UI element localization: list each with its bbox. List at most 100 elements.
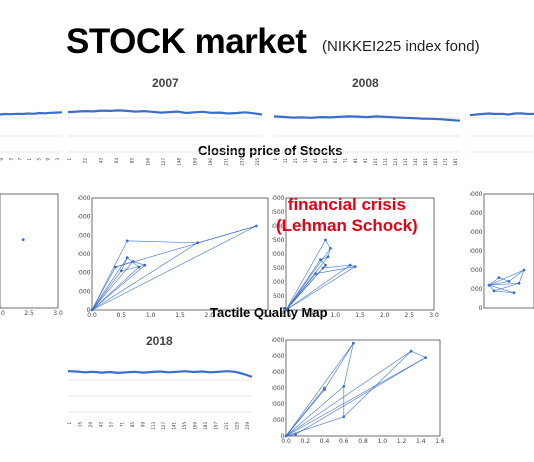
page-title: STOCK market (66, 22, 307, 61)
x-tick-label: 57 (109, 422, 114, 428)
tactile-link-line (410, 350, 426, 358)
tactile-link-line (285, 264, 351, 311)
tactile-chart-2008: 0.0 0.5 1.0 1.5 2.0 2.5 3.0 0 500 1000 1500 2000 250… (272, 195, 439, 319)
tactile-point (512, 291, 516, 295)
x-tick-label: 2.5 (234, 312, 244, 319)
y-tick-label: 0 (87, 307, 91, 314)
crisis-line-1: financial crisis (287, 195, 406, 214)
x-tick-label: 232 (239, 158, 244, 166)
x-tick-label: 71 (343, 158, 348, 164)
tactile-link-line (343, 343, 354, 387)
x-tick-label: 81 (353, 158, 358, 164)
y-tick-label: 4000 (272, 369, 285, 376)
tactile-point (353, 265, 357, 268)
tactile-link-line (285, 357, 426, 437)
tactile-link-line (322, 264, 351, 269)
tactile-link-line (91, 261, 134, 311)
y-tick-label: 2000 (272, 401, 285, 408)
x-tick-label: 7 (18, 158, 23, 161)
crisis-annotation: financial crisis (Lehman Schock) (276, 194, 418, 236)
price-series-line (0, 111, 62, 116)
x-tick-label: 181 (453, 158, 458, 166)
year-label-2008: 2008 (352, 76, 379, 90)
y-tick-label: 3000 (78, 251, 91, 258)
x-tick-label: 15 (78, 422, 83, 428)
tactile-link-line (315, 266, 356, 274)
tactile-point (522, 268, 526, 272)
tactile-point (324, 263, 327, 267)
y-tick-label: 1000 (272, 279, 285, 286)
y-tick-label: 500 (273, 293, 285, 300)
tactile-link-line (285, 267, 324, 311)
x-tick-label: 101 (373, 158, 378, 166)
x-tick-label: 85 (130, 422, 135, 428)
y-tick-label: 2500 (272, 237, 285, 244)
price-series-line (470, 112, 534, 117)
y-tick-label: 3500 (272, 209, 285, 216)
line-chart-right (470, 112, 534, 153)
line-chart-2007: 1 22 43 64 85 106 127 148 169 190 211 232 235 (67, 109, 263, 166)
y-tick-label: 2000 (272, 251, 285, 258)
tactile-link-line (91, 242, 198, 311)
tactile-link-line (121, 264, 145, 272)
x-tick-label: 183 (203, 422, 208, 430)
x-tick-label: 0.0 (87, 312, 97, 319)
y-tick-label: 1500 (272, 265, 285, 272)
x-tick-label: 91 (363, 158, 368, 164)
x-tick-label: 99 (140, 422, 145, 428)
tactile-link-line (493, 282, 520, 292)
x-tick-label: 61 (333, 158, 338, 164)
tactile-link-line (91, 270, 122, 311)
x-tick-label: 239 (245, 422, 250, 430)
price-series-line (273, 115, 461, 122)
tactile-link-line (91, 264, 146, 311)
x-tick-label: 127 (161, 158, 166, 166)
x-tick-label: 0.0 (281, 438, 291, 445)
x-tick-label: 148 (177, 158, 182, 166)
tactile-point (497, 276, 501, 279)
price-series-line (67, 109, 263, 116)
tactile-point (314, 272, 317, 275)
x-tick-label: 131 (403, 158, 408, 166)
line-chart-left: 9371593 (0, 111, 62, 161)
tactile-link-line (324, 343, 354, 390)
y-tick-label: 3000 (272, 385, 285, 392)
tactile-point (137, 265, 141, 269)
tactile-link-line (285, 273, 316, 311)
tactile-point (196, 241, 199, 245)
x-tick-label: 43 (98, 422, 103, 428)
tactile-link-line (325, 239, 331, 249)
line-chart-2018: 1 15 29 43 57 71 85 99 113 127 141 155 169 183 197 211 2… (67, 370, 253, 430)
x-tick-label: 2.0 (205, 312, 215, 319)
tactile-point (284, 434, 288, 438)
x-tick-label: 141 (413, 158, 418, 166)
plot-frame (285, 339, 441, 437)
tactile-map-label: Tactile Quality Map (210, 305, 328, 320)
x-tick-label: 235 (255, 158, 260, 166)
tactile-point (329, 247, 332, 250)
crisis-line-2: (Lehman Schock) (276, 216, 418, 235)
tactile-link-line (508, 269, 525, 282)
tactile-link-line (295, 357, 426, 435)
tactile-point (348, 263, 352, 267)
x-tick-label: 0.4 (320, 438, 330, 445)
tactile-point (119, 269, 123, 273)
x-tick-label: 21 (293, 158, 298, 164)
tactile-link-line (91, 225, 257, 311)
tactile-link-line (285, 266, 356, 311)
plot-frame (483, 193, 534, 309)
page-subtitle: (NIKKEI225 index fond) (322, 38, 480, 55)
x-tick-label: 190 (208, 158, 213, 166)
x-tick-label: 1.5 (175, 312, 185, 319)
x-tick-label: 1.0 (378, 438, 388, 445)
y-tick-label: 1000 (272, 417, 285, 424)
tactile-link-line (285, 259, 321, 311)
tactile-point (254, 224, 258, 228)
y-tick-label: 2000 (470, 267, 483, 274)
x-tick-label: 225 (235, 422, 240, 430)
y-tick-label: 4000 (272, 195, 285, 202)
